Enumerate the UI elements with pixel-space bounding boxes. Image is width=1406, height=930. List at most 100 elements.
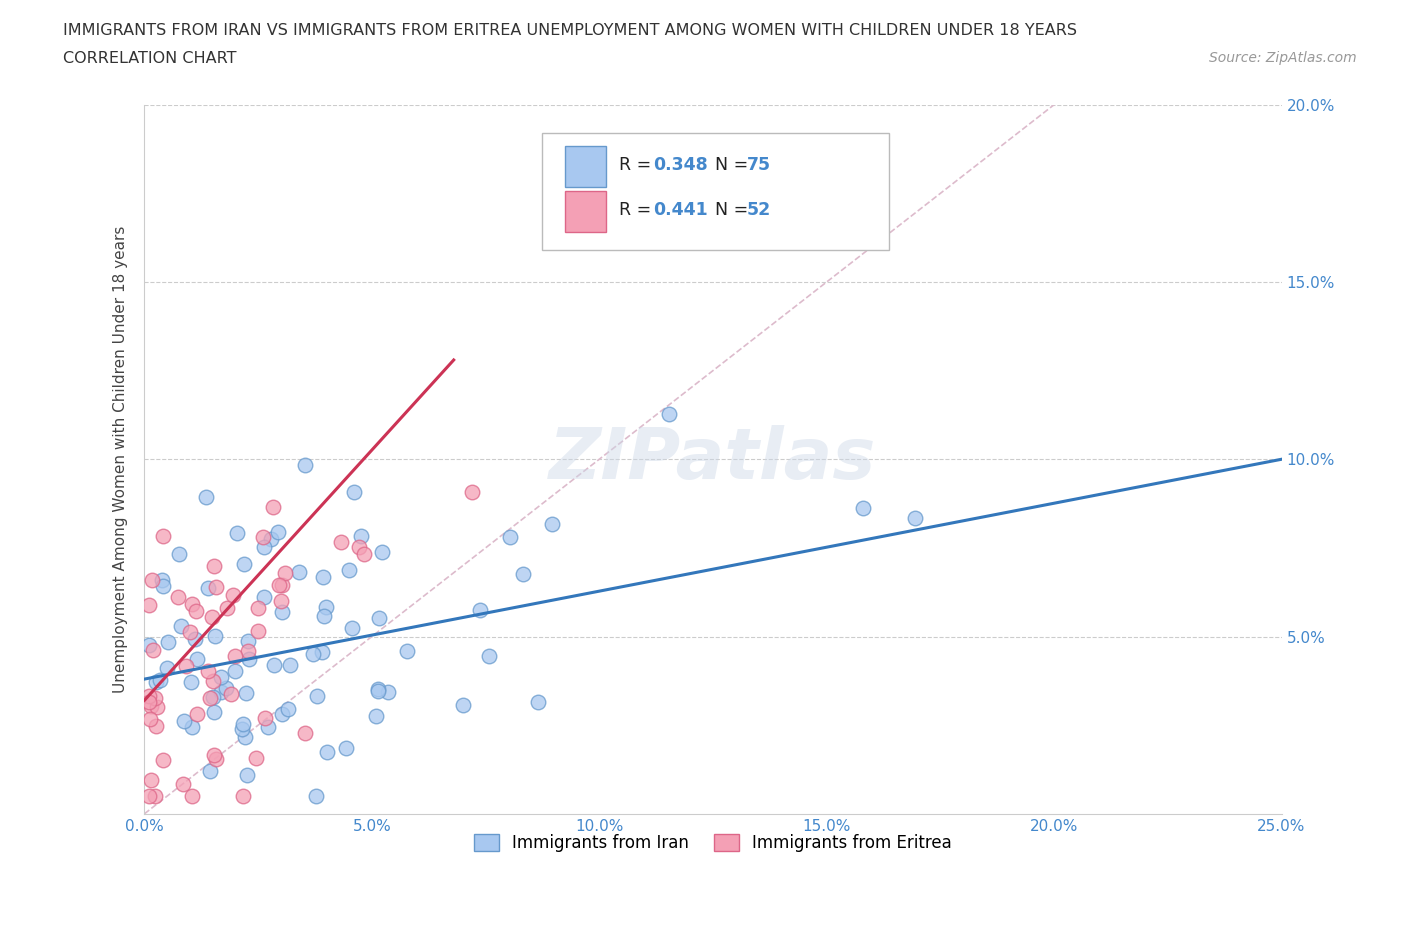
Point [209, 684, 232, 699]
Point [236, 633, 259, 648]
Point [343, 485, 366, 499]
Text: 0.348: 0.348 [652, 156, 707, 174]
Point [527, 695, 550, 710]
Point [224, 648, 246, 663]
Point [470, 602, 492, 617]
Point [294, 726, 316, 741]
Point [371, 545, 394, 560]
Point [478, 649, 501, 664]
Point [139, 772, 162, 787]
Point [658, 407, 681, 422]
Point [180, 675, 202, 690]
Text: R =: R = [619, 201, 657, 219]
Point [152, 752, 174, 767]
Point [364, 709, 387, 724]
Point [186, 707, 208, 722]
Point [540, 517, 562, 532]
Point [257, 719, 280, 734]
Point [145, 675, 167, 690]
Point [247, 601, 270, 616]
Point [330, 534, 353, 549]
FancyBboxPatch shape [565, 146, 606, 187]
Point [301, 646, 323, 661]
Point [852, 500, 875, 515]
Point [232, 717, 254, 732]
Point [335, 740, 357, 755]
Point [277, 701, 299, 716]
Point [232, 789, 254, 804]
Point [278, 658, 301, 672]
Point [274, 566, 297, 581]
Point [252, 529, 274, 544]
Point [222, 588, 245, 603]
Point [224, 663, 246, 678]
Point [167, 590, 190, 604]
Point [311, 644, 333, 659]
Point [138, 695, 160, 710]
Point [294, 458, 316, 472]
Point [247, 623, 270, 638]
Point [138, 789, 160, 804]
Point [395, 644, 418, 658]
Point [512, 566, 534, 581]
Point [197, 663, 219, 678]
Point [170, 618, 193, 633]
Point [262, 499, 284, 514]
Point [260, 531, 283, 546]
Point [179, 624, 201, 639]
Point [270, 593, 292, 608]
FancyBboxPatch shape [565, 191, 606, 232]
Point [139, 711, 162, 726]
Point [253, 590, 276, 604]
Point [225, 525, 247, 540]
FancyBboxPatch shape [543, 133, 889, 250]
Point [204, 629, 226, 644]
Point [194, 489, 217, 504]
Text: 75: 75 [747, 156, 772, 174]
Point [205, 579, 228, 594]
Point [142, 643, 165, 658]
Point [198, 690, 221, 705]
Point [316, 744, 339, 759]
Point [499, 529, 522, 544]
Point [451, 698, 474, 713]
Point [288, 565, 311, 579]
Y-axis label: Unemployment Among Women with Children Under 18 years: Unemployment Among Women with Children U… [114, 226, 128, 693]
Point [353, 547, 375, 562]
Point [152, 528, 174, 543]
Point [174, 658, 197, 673]
Point [186, 652, 208, 667]
Point [307, 688, 329, 703]
Text: 0.441: 0.441 [652, 201, 707, 219]
Point [377, 684, 399, 699]
Point [367, 610, 389, 625]
Point [215, 681, 238, 696]
Point [305, 789, 328, 804]
Point [202, 705, 225, 720]
Point [138, 598, 160, 613]
Point [245, 751, 267, 765]
Text: CORRELATION CHART: CORRELATION CHART [63, 51, 236, 66]
Point [263, 658, 285, 672]
Text: Source: ZipAtlas.com: Source: ZipAtlas.com [1209, 51, 1357, 65]
Point [201, 610, 224, 625]
Point [312, 570, 335, 585]
Point [233, 557, 256, 572]
Point [138, 688, 160, 703]
Point [202, 748, 225, 763]
Point [271, 605, 294, 620]
Point [184, 631, 207, 646]
Point [200, 764, 222, 778]
Point [202, 559, 225, 574]
Point [172, 777, 194, 791]
Point [217, 600, 239, 615]
Point [267, 525, 290, 539]
Legend: Immigrants from Iran, Immigrants from Eritrea: Immigrants from Iran, Immigrants from Er… [467, 827, 959, 858]
Point [152, 578, 174, 593]
Point [219, 686, 242, 701]
Point [145, 718, 167, 733]
Point [201, 673, 224, 688]
Point [184, 604, 207, 618]
Text: 52: 52 [747, 201, 772, 219]
Point [173, 713, 195, 728]
